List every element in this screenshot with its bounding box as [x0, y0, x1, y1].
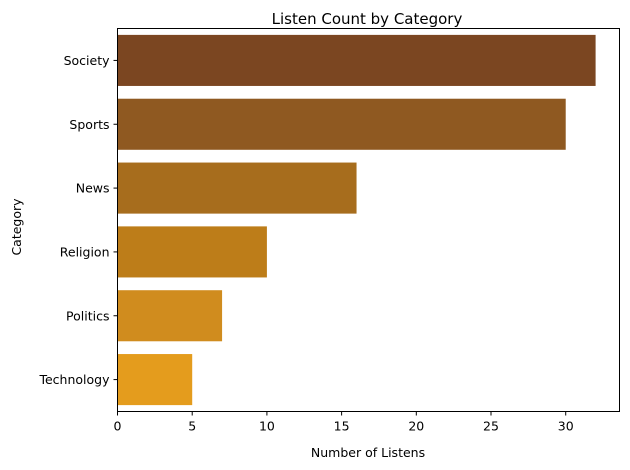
x-tick-label: 0 [114, 419, 122, 434]
x-tick-label: 15 [334, 419, 350, 434]
y-tick-label: Technology [38, 372, 110, 387]
y-tick-label: Society [64, 53, 111, 68]
bar-society [117, 34, 596, 86]
y-tick-label: Religion [60, 244, 110, 259]
x-tick-label: 30 [558, 419, 574, 434]
y-tick-label: Sports [69, 117, 109, 132]
bar-sports [117, 98, 566, 150]
bar-technology [117, 354, 193, 406]
y-axis-label: Category [9, 198, 24, 256]
plot-frame [117, 28, 620, 412]
x-axis: 0 5 10 15 20 25 30 [114, 411, 574, 434]
chart-title: Listen Count by Category [272, 10, 463, 28]
x-tick-label: 20 [408, 419, 424, 434]
axes-layer [117, 28, 620, 412]
x-axis-label: Number of Listens [311, 445, 425, 460]
bar-news [117, 162, 357, 214]
x-tick-label: 10 [259, 419, 275, 434]
y-axis: Society Sports News Religion Politics Technol… [38, 53, 118, 387]
x-tick-label: 25 [483, 419, 499, 434]
y-tick-label: News [76, 181, 110, 196]
x-tick-label: 5 [188, 419, 196, 434]
bar-religion [117, 226, 267, 278]
y-tick-label: Politics [66, 308, 109, 323]
bars-layer [117, 34, 596, 406]
bar-politics [117, 290, 223, 342]
